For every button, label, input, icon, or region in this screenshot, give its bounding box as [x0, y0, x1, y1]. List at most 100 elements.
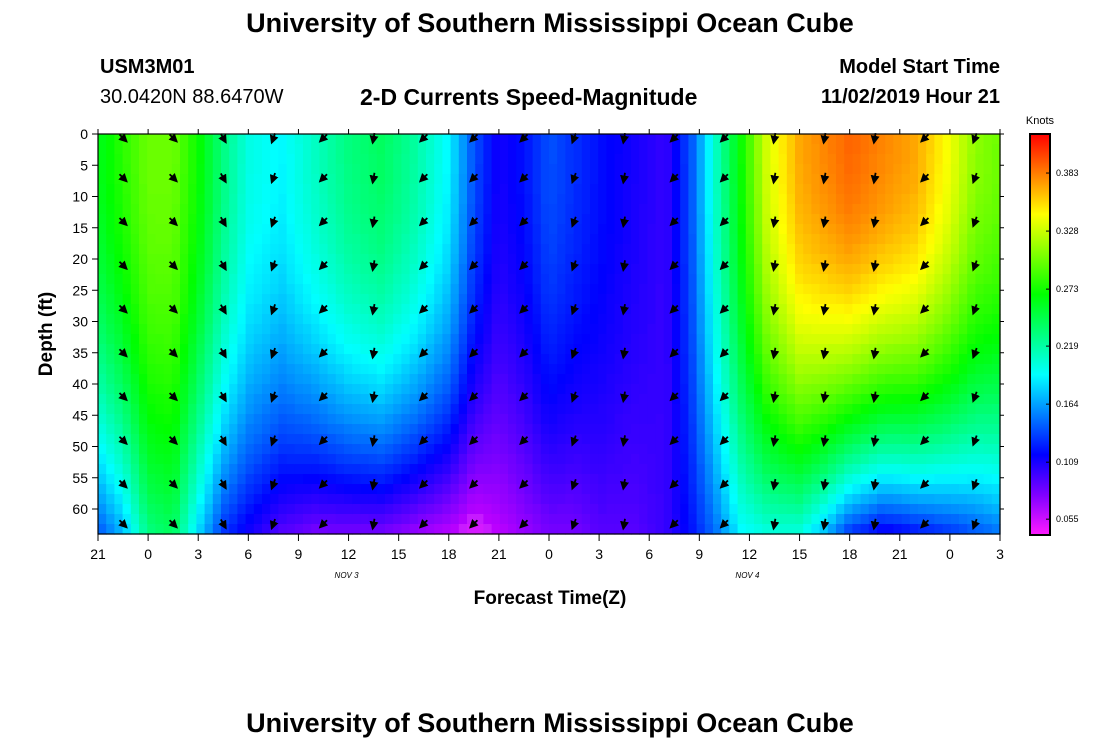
heat-cell: [590, 154, 599, 165]
heat-cell: [212, 154, 222, 165]
heat-cell: [819, 324, 829, 335]
heat-cell: [426, 504, 435, 515]
heat-cell: [795, 424, 804, 435]
heat-cell: [212, 224, 222, 235]
heat-cell: [540, 184, 550, 195]
heat-cell: [532, 194, 542, 205]
heat-cell: [212, 134, 222, 145]
heat-cell: [893, 334, 903, 345]
heat-cell: [778, 514, 788, 525]
heat-cell: [950, 344, 960, 355]
heat-cell: [803, 364, 812, 375]
heat-cell: [868, 454, 878, 465]
heat-cell: [909, 344, 919, 355]
heat-cell: [524, 174, 534, 185]
heat-cell: [565, 264, 575, 275]
heat-cell: [344, 194, 353, 205]
heat-cell: [540, 234, 550, 245]
heat-cell: [294, 304, 304, 315]
heat-cell: [663, 514, 673, 525]
heat-cell: [524, 414, 534, 425]
heat-cell: [860, 444, 870, 455]
heat-cell: [245, 214, 255, 225]
heat-cell: [795, 254, 804, 265]
heat-cell: [754, 494, 763, 505]
heat-cell: [352, 204, 361, 215]
heat-cell: [663, 244, 673, 255]
heat-cell: [631, 184, 640, 195]
heat-cell: [532, 224, 542, 235]
x-tick-label: 6: [645, 546, 653, 562]
heat-cell: [590, 494, 599, 505]
heat-cell: [688, 514, 698, 525]
heat-cell: [959, 414, 968, 425]
heat-cell: [557, 334, 566, 345]
heat-cell: [491, 484, 501, 495]
heat-cell: [680, 304, 689, 315]
heat-cell: [155, 464, 165, 475]
heat-cell: [524, 324, 534, 335]
heat-cell: [942, 404, 952, 415]
heat-cell: [680, 434, 689, 445]
heat-cell: [598, 414, 607, 425]
heat-cell: [827, 464, 837, 475]
heat-cell: [180, 204, 189, 215]
heat-cell: [483, 134, 493, 145]
heat-cell: [130, 154, 140, 165]
heat-cell: [713, 444, 722, 455]
heat-cell: [590, 144, 599, 155]
heat-cell: [983, 174, 993, 185]
heat-cell: [106, 184, 115, 195]
heat-cell: [877, 474, 886, 485]
heat-cell: [139, 394, 148, 405]
heat-cell: [713, 314, 722, 325]
heat-cell: [352, 274, 361, 285]
heat-cell: [622, 254, 632, 265]
heat-cell: [139, 184, 148, 195]
heat-cell: [270, 524, 279, 535]
heat-cell: [385, 364, 394, 375]
heat-cell: [803, 134, 812, 145]
heat-cell: [122, 254, 132, 265]
heat-cell: [868, 234, 878, 245]
heat-cell: [335, 354, 345, 365]
heat-cell: [811, 414, 821, 425]
heat-cell: [549, 444, 558, 455]
heat-cell: [860, 504, 870, 515]
heat-cell: [532, 214, 542, 225]
heat-cell: [499, 354, 509, 365]
heat-cell: [614, 294, 624, 305]
heat-cell: [450, 284, 460, 295]
heat-cell: [188, 434, 197, 445]
heat-cell: [229, 354, 238, 365]
current-vector: [369, 391, 379, 404]
heat-cell: [590, 514, 599, 525]
heat-cell: [376, 294, 386, 305]
heat-cell: [688, 294, 698, 305]
heat-cell: [557, 504, 566, 515]
heat-cell: [237, 224, 247, 235]
heat-cell: [778, 454, 788, 465]
heat-cell: [180, 464, 189, 475]
current-vector: [469, 216, 479, 227]
heat-cell: [762, 494, 771, 505]
heat-cell: [639, 234, 648, 245]
heat-cell: [409, 234, 419, 245]
heat-cell: [163, 484, 173, 495]
heat-cell: [778, 424, 788, 435]
heat-cell: [106, 454, 115, 465]
heat-cell: [335, 414, 345, 425]
heat-cell: [491, 164, 501, 175]
heat-cell: [98, 374, 107, 385]
heat-cell: [376, 424, 386, 435]
heat-cell: [229, 194, 238, 205]
heat-cell: [278, 464, 288, 475]
heat-cell: [860, 294, 870, 305]
heat-cell: [237, 164, 247, 175]
heat-cell: [795, 364, 804, 375]
heat-cell: [713, 304, 722, 315]
heat-cell: [934, 454, 944, 465]
heat-cell: [860, 494, 870, 505]
heat-cell: [344, 424, 353, 435]
heat-cell: [598, 294, 607, 305]
